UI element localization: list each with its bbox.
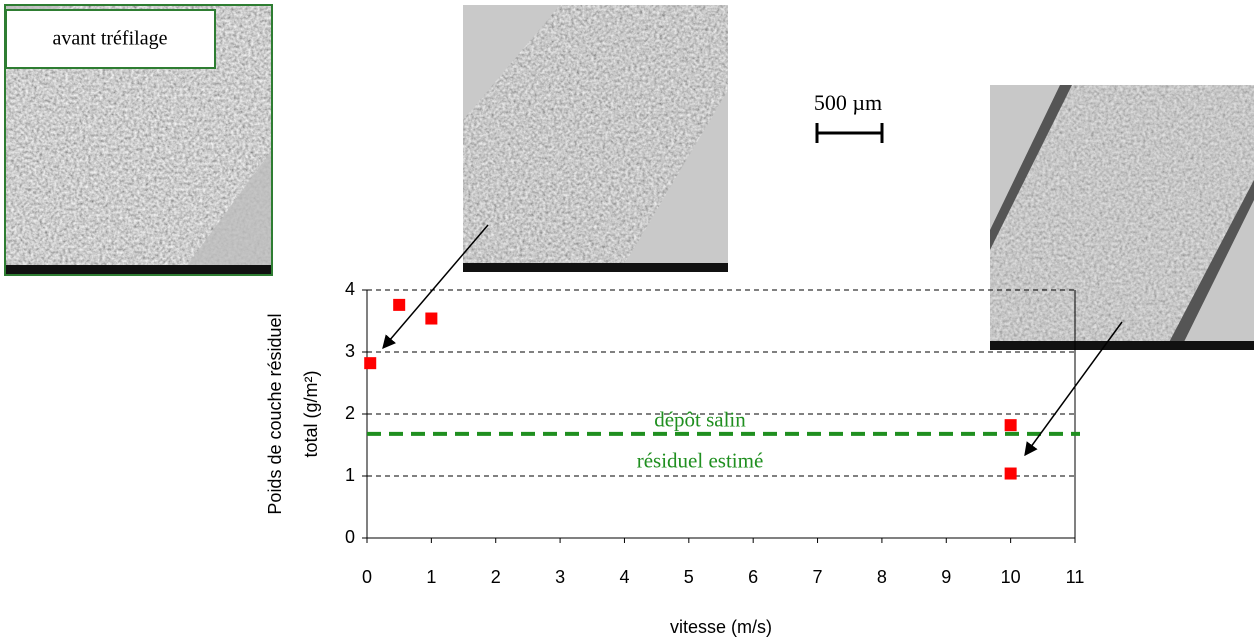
scale-bar [815,123,884,143]
x-tick-label: 7 [813,567,823,587]
y-axis-title: Poids de couche résiduel [265,313,285,514]
x-tick-label: 2 [491,567,501,587]
scale-label: 500 µm [814,90,882,115]
sem-image [990,85,1254,350]
x-axis-title: vitesse (m/s) [670,617,772,637]
x-tick-label: 8 [877,567,887,587]
point [1004,419,1017,432]
arrow [1024,321,1123,457]
y-tick-label: 3 [345,341,355,361]
x-tick-label: 10 [1001,567,1021,587]
x-tick-label: 11 [1066,567,1085,587]
sem-image [463,5,728,272]
x-tick-label: 4 [619,567,629,587]
reference-label: dépôt salin [654,408,746,432]
point [364,357,377,370]
reference-label: résiduel estimé [637,449,764,473]
image-frame [4,4,273,276]
x-tick-label: 3 [555,567,565,587]
plot: 0 1 2 3 4 0 1 2 3 4 5 6 7 8 9 10 11 vitesse (m/s) Poids de… [265,279,1085,637]
label-box [5,9,216,69]
x-tick-label: 9 [941,567,951,587]
arrow [382,224,489,350]
point [1004,467,1017,480]
x-tick-label: 1 [426,567,436,587]
x-tick-label: 6 [748,567,758,587]
image-label: avant tréfilage [53,28,168,50]
y-axis-title: total (g/m²) [301,370,321,457]
x-tick-label: 5 [684,567,694,587]
point [393,298,406,311]
x-tick-label: 0 [362,567,372,587]
y-tick-label: 4 [345,279,355,299]
y-tick-label: 0 [345,527,355,547]
point [425,312,438,325]
y-tick-label: 1 [345,465,355,485]
y-tick-label: 2 [345,403,355,423]
